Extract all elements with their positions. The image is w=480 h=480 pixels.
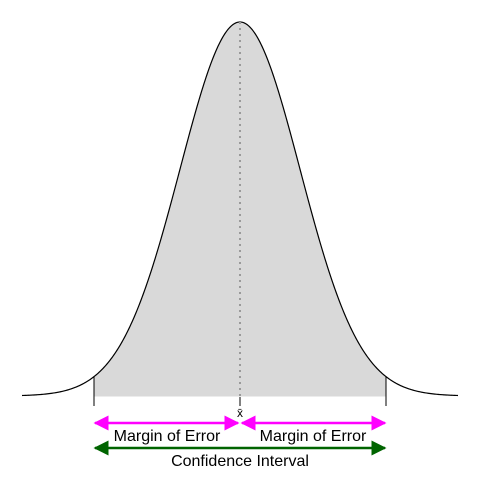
confidence-interval-label: Confidence Interval [171,453,309,470]
left-margin-label: Margin of Error [114,428,221,445]
mean-label: x̄ [237,406,243,420]
right-margin-label: Margin of Error [260,428,367,445]
